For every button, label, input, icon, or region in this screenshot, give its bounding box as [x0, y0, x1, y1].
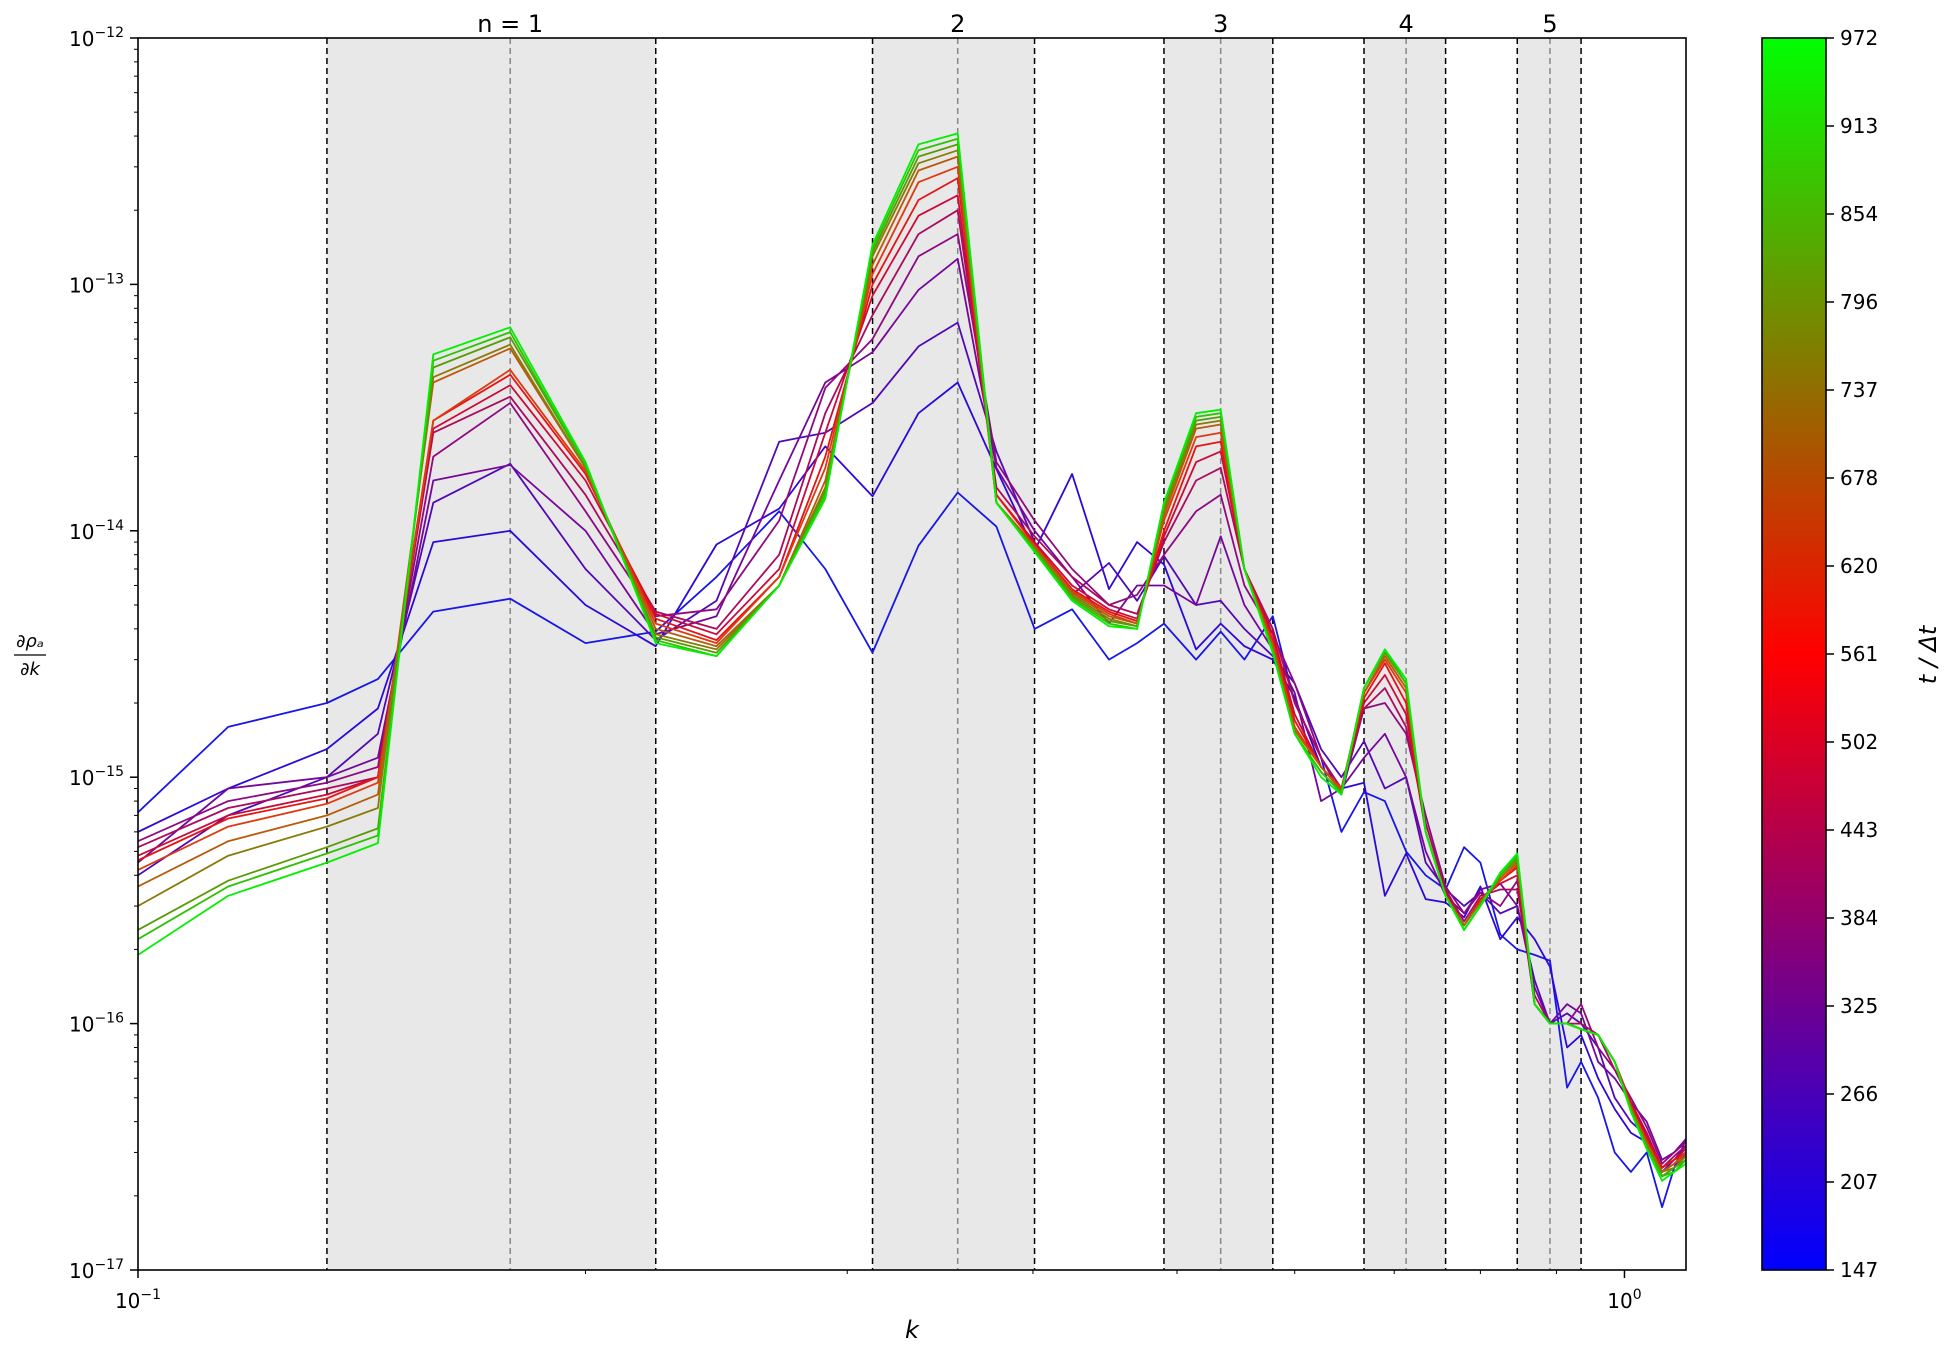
- band-label: 2: [950, 10, 965, 38]
- colorbar: 147 207 266 325 384 443 502 561 620 678 737 796 854 9…: [1761, 26, 1942, 1282]
- band-2: 2: [871, 10, 1036, 1270]
- y-tick-label: 10−12: [69, 25, 124, 51]
- band-label: 4: [1398, 10, 1413, 38]
- y-tick-label: 10−13: [69, 271, 124, 297]
- colorbar-tick-label: 207: [1840, 1170, 1878, 1194]
- colorbar-tick-label: 678: [1840, 466, 1878, 490]
- band-4: 4: [1363, 10, 1447, 1270]
- plot-frame: [137, 37, 1687, 1271]
- band-5: 5: [1516, 10, 1582, 1270]
- series-line-147: [138, 491, 1686, 1208]
- band-shade: [1163, 38, 1273, 1270]
- band-shade: [326, 38, 656, 1270]
- y-axis-label-numerator: ∂ρₐ: [16, 631, 44, 652]
- x-tick-label: 100: [1607, 1287, 1641, 1313]
- colorbar-tick-label: 325: [1840, 994, 1878, 1018]
- band-label: 5: [1542, 10, 1557, 38]
- colorbar-tick-label: 502: [1840, 730, 1878, 754]
- colorbar-tick-label: 147: [1840, 1258, 1878, 1282]
- y-tick-label: 10−15: [69, 764, 124, 790]
- colorbar-tick-label: 854: [1840, 202, 1878, 226]
- band-3: 3: [1163, 10, 1274, 1270]
- series-line-443: [138, 209, 1686, 1169]
- axes-layer: 10−12 10−13 10−14 10−15 10−16 10−17 10−1 100 k ∂ρ…: [14, 25, 1687, 1344]
- colorbar-tick-label: 384: [1840, 906, 1878, 930]
- band-label: 3: [1213, 10, 1228, 38]
- colorbar-tick-label: 266: [1840, 1082, 1878, 1106]
- colorbar-tick-label: 972: [1840, 26, 1878, 50]
- band-shade: [1517, 38, 1582, 1270]
- x-axis-label: k: [905, 1316, 920, 1344]
- x-tick-label: 10−1: [115, 1287, 161, 1313]
- colorbar-tick-label: 913: [1840, 114, 1878, 138]
- series-layer: [138, 132, 1686, 1208]
- colorbar-gradient: [1761, 37, 1827, 1271]
- band-shade: [872, 38, 1035, 1270]
- colorbar-tick-label: 620: [1840, 554, 1878, 578]
- series-line-972: [138, 132, 1686, 1182]
- colorbar-tick-label: 443: [1840, 818, 1878, 842]
- y-axis-label-denominator: ∂k: [20, 659, 41, 680]
- y-axis-label: ∂ρₐ ∂k: [14, 631, 46, 680]
- band-shade: [1364, 38, 1446, 1270]
- series-line-207: [138, 381, 1686, 1178]
- y-tick-label: 10−16: [69, 1011, 124, 1037]
- colorbar-tick-label: 796: [1840, 290, 1878, 314]
- y-tick-label: 10−14: [69, 518, 124, 544]
- y-tick-label: 10−17: [69, 1257, 124, 1283]
- bands-layer: n = 1 2 3 4 5: [326, 10, 1582, 1270]
- band-label: n = 1: [477, 10, 543, 38]
- band-1: n = 1: [326, 10, 657, 1270]
- colorbar-tick-label: 561: [1840, 642, 1878, 666]
- colorbar-tick-label: 737: [1840, 378, 1878, 402]
- colorbar-label: t / Δt: [1914, 624, 1942, 684]
